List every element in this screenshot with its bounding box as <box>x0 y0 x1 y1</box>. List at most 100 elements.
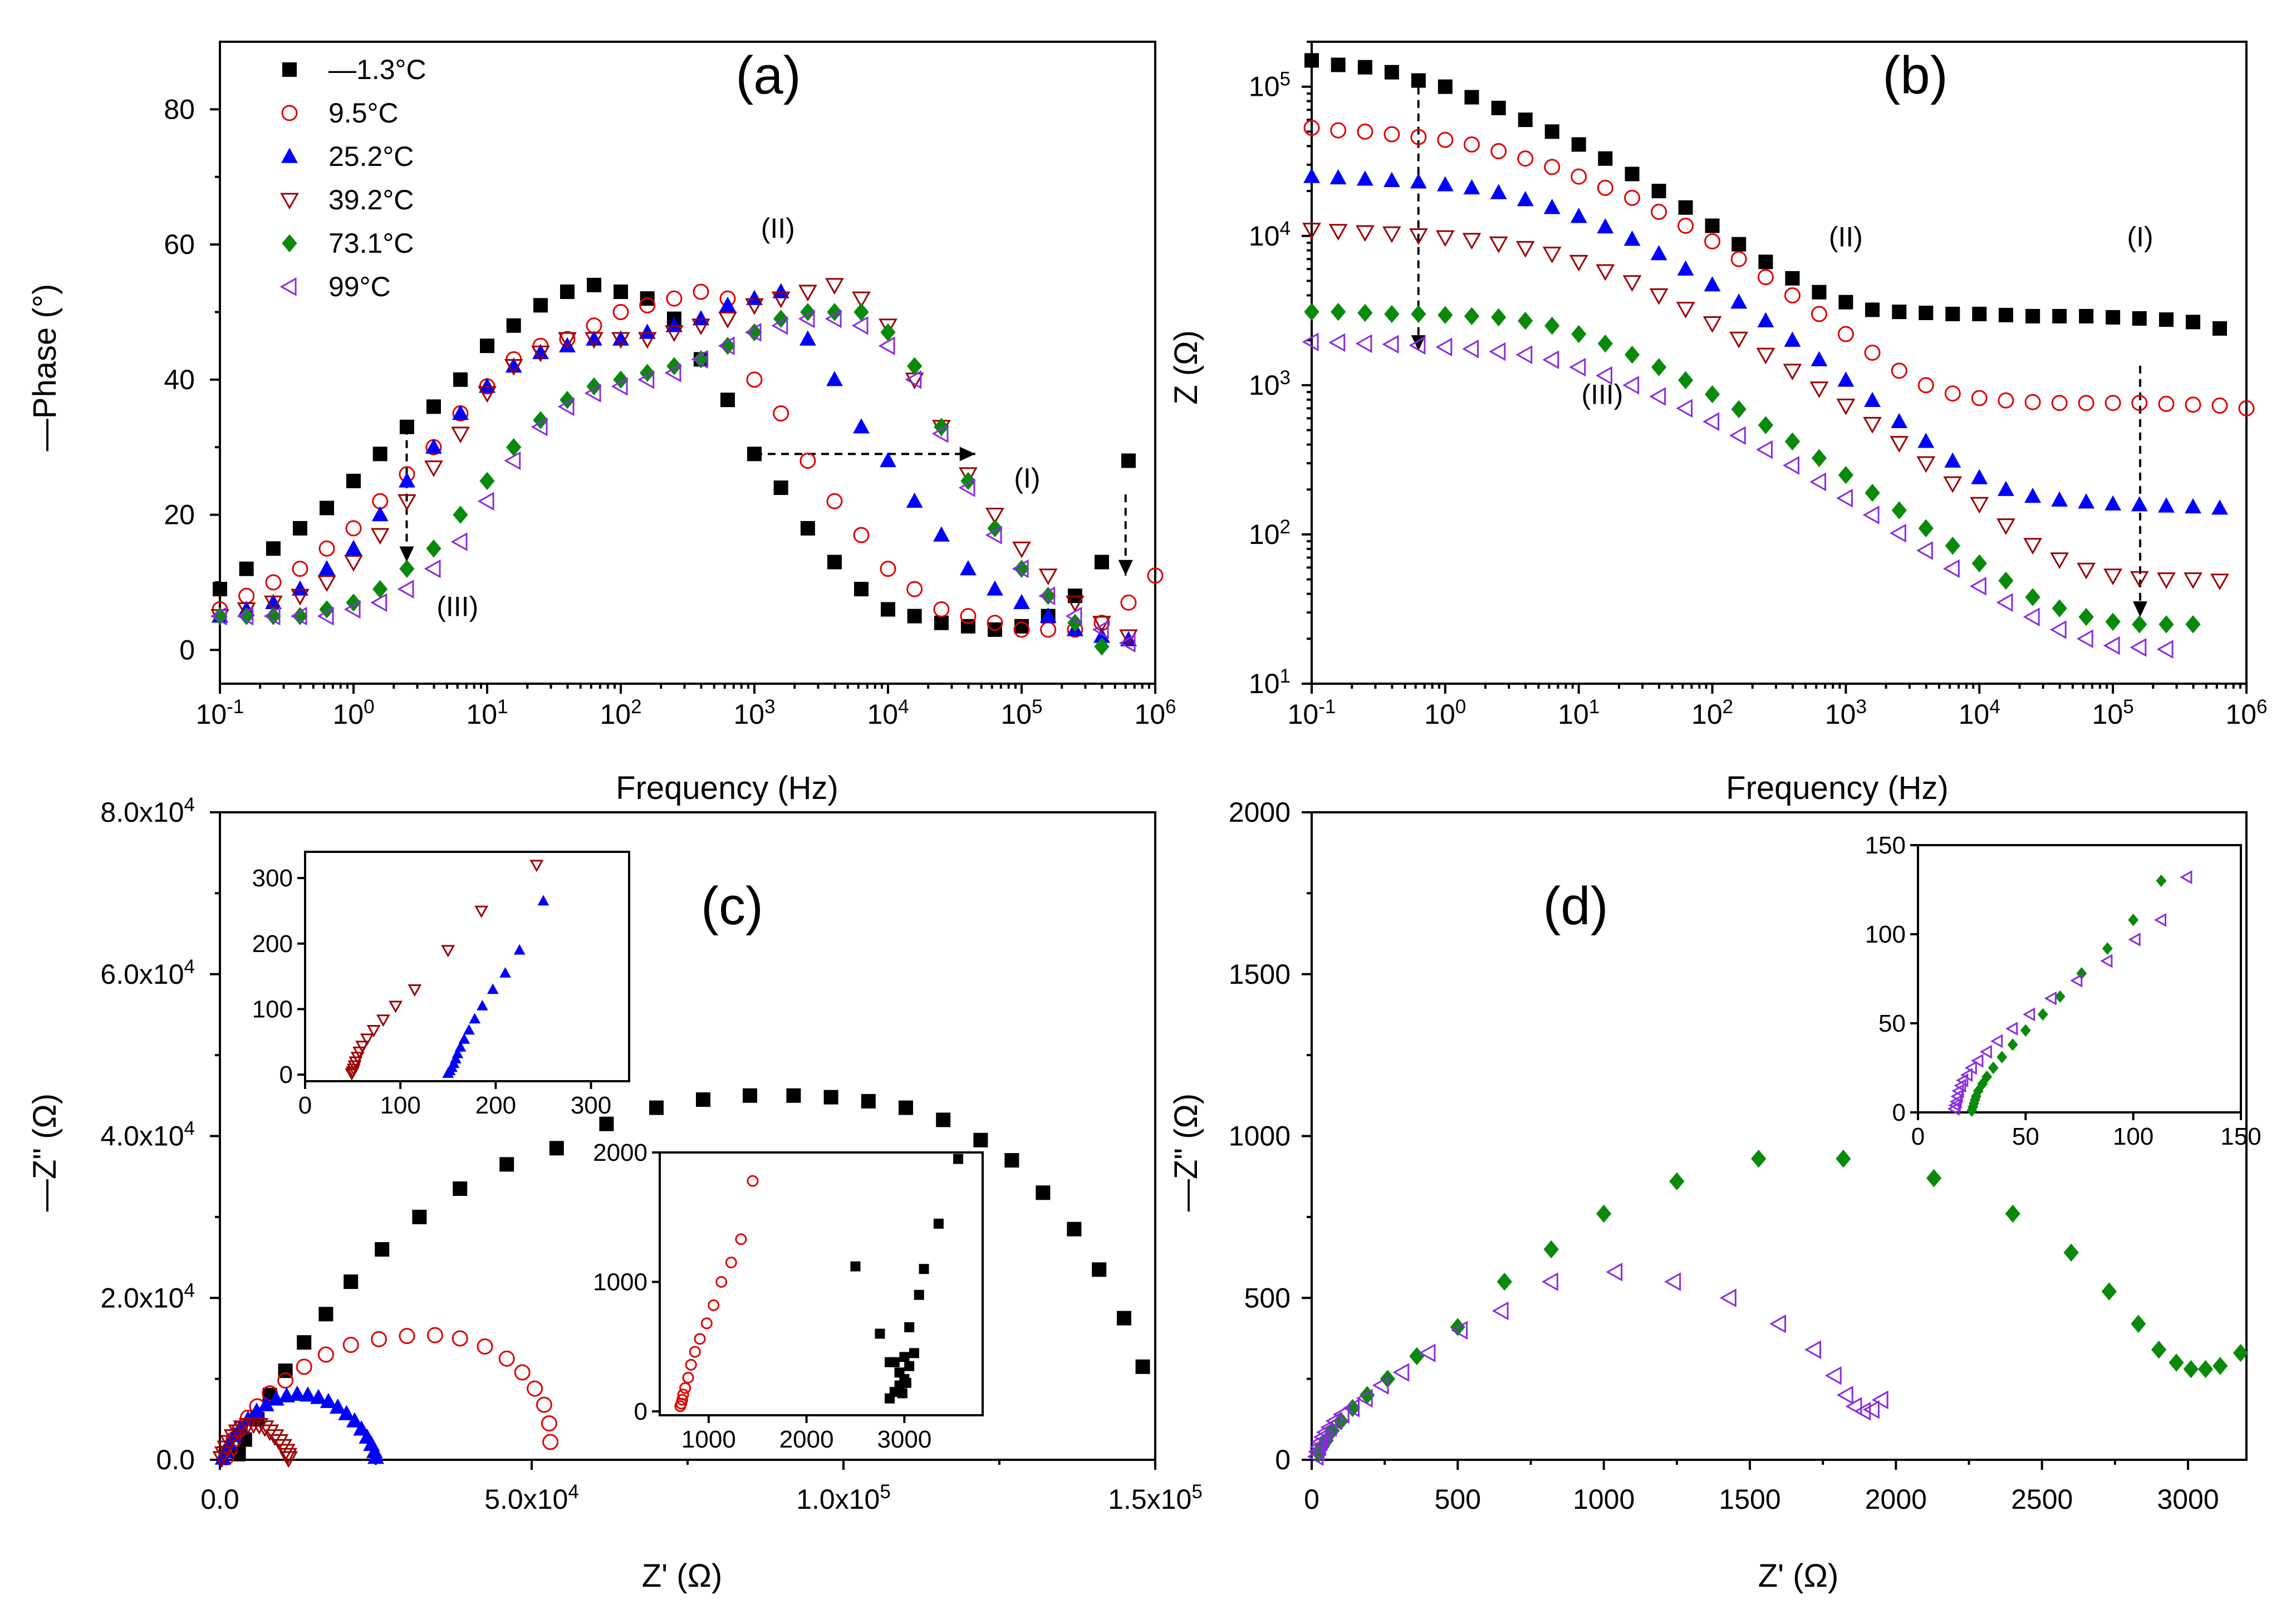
panel-c-point-s2-13 <box>320 1392 337 1409</box>
panel-b-point-s3-18 <box>1783 364 1802 381</box>
panel-d-point-s0-5 <box>1345 1399 1361 1417</box>
panel-b-point-s1-9 <box>1544 159 1561 175</box>
inset-d1-point-s0-13 <box>2054 990 2066 1003</box>
panel-b-point-s5-22 <box>1889 523 1906 543</box>
panel-d-point-s1-16 <box>1541 1272 1558 1292</box>
panel-b-point-s5-14 <box>1676 399 1693 418</box>
panel-b-plot-frame <box>1311 41 2248 685</box>
panel-a-point-s0-34 <box>1121 453 1136 468</box>
panel-a-point-s4-1 <box>239 607 254 625</box>
panel-b-point-s0-22 <box>1892 305 1907 320</box>
panel-a-point-s1-2 <box>265 574 282 591</box>
inset-c2-point-s0-7 <box>689 1346 701 1358</box>
panel-b-point-s2-13 <box>1650 245 1667 261</box>
panel-b-series-3 <box>1302 223 2229 591</box>
panel-a-point-s0-7 <box>399 419 414 434</box>
panel-a-point-s4-33 <box>1094 637 1110 656</box>
inset-d1-point-s0-17 <box>2156 874 2167 887</box>
panel-b-point-s2-18 <box>1784 331 1801 347</box>
panel-c-point-s2-10 <box>288 1385 306 1401</box>
panel-a-point-s0-4 <box>320 501 335 516</box>
panel-c-point-s0-27 <box>1117 1311 1131 1326</box>
panel-d-point-s1-2 <box>1309 1437 1326 1456</box>
panel-b-point-s4-17 <box>1758 416 1774 434</box>
panel-a-point-s3-18 <box>691 318 710 336</box>
panel-b-annotation-1: (I) <box>2127 222 2153 253</box>
panel-b-point-s5-16 <box>1729 426 1746 445</box>
panel-a-point-s4-18 <box>693 350 709 369</box>
panel-d-point-s1-15 <box>1492 1301 1509 1321</box>
panel-d-point-s1-6 <box>1320 1417 1337 1437</box>
panel-a-annotation-0: (II) <box>761 213 795 244</box>
panel-a-point-s0-9 <box>453 372 468 387</box>
panel-a-ylabel: —Phase (°) <box>27 284 63 451</box>
panel-b-point-s4-13 <box>1651 358 1667 376</box>
inset-c2-series-0 <box>674 1175 759 1412</box>
panel-a-point-s1-17 <box>666 290 683 307</box>
inset-d1-ytick-label-0: 0 <box>1892 1099 1906 1126</box>
panel-c-point-s3-6 <box>233 1420 252 1438</box>
inset-d1-point-s0-6 <box>1977 1077 1988 1091</box>
panel-b-point-s4-11 <box>1597 334 1613 353</box>
legend-marker-shape-3 <box>280 193 299 210</box>
panel-d-inset-d1: 0 50 100 150 0 50 100 150 <box>1865 832 2261 1150</box>
inset-d1-point-s0-5 <box>1973 1085 1984 1097</box>
panel-b-point-s3-10 <box>1569 254 1588 272</box>
inset-c1-ytick-label-3: 300 <box>252 865 293 892</box>
panel-a-point-s0-22 <box>800 521 815 536</box>
panel-b-point-s5-26 <box>1996 593 2013 612</box>
panel-b-point-s4-25 <box>1971 554 1987 573</box>
panel-a-point-s5-4 <box>317 606 334 626</box>
panel-a-point-s5-16 <box>637 370 655 389</box>
panel-c-ytick-label-1: 2.0x104 <box>100 1279 195 1314</box>
panel-b-point-s1-2 <box>1357 123 1373 140</box>
panel-a-point-s2-3 <box>292 580 308 596</box>
panel-b-point-s0-2 <box>1357 60 1372 75</box>
panel-d-point-s0-25 <box>2212 1357 2228 1375</box>
panel-a-point-s5-5 <box>344 600 361 619</box>
panel-a-point-s2-21 <box>772 283 789 298</box>
legend-label-4: 73.1°C <box>328 228 414 259</box>
panel-b-point-s1-1 <box>1330 122 1347 139</box>
panel-c-point-s2-16 <box>346 1412 363 1428</box>
panel-b-point-s5-13 <box>1649 387 1666 406</box>
panel-b-point-s2-33 <box>2185 498 2201 514</box>
inset-c2-point-s0-3 <box>677 1389 689 1401</box>
inset-c1-series-0 <box>345 860 544 1081</box>
panel-c-point-s0-25 <box>1067 1222 1082 1237</box>
panel-c-point-s3-11 <box>260 1424 279 1441</box>
panel-a-point-s3-7 <box>398 494 416 511</box>
inset-c2-point-s1-8 <box>909 1348 919 1358</box>
panel-d-point-s1-24 <box>1845 1397 1862 1416</box>
inset-c2-point-s0-12 <box>725 1257 737 1269</box>
inset-c2-point-s1-5 <box>904 1361 915 1371</box>
panel-a-point-s3-32 <box>1066 595 1085 612</box>
panel-b-point-s0-14 <box>1678 200 1693 215</box>
panel-d-ytick-label-2: 1000 <box>1229 1121 1291 1152</box>
panel-a-point-s4-20 <box>747 323 762 342</box>
panel-c-point-s2-1 <box>217 1443 234 1459</box>
panel-d-point-s1-19 <box>1719 1288 1736 1308</box>
inset-d1-series-0 <box>1966 874 2167 1117</box>
panel-a-point-s4-0 <box>212 607 228 625</box>
panel-b-point-s5-19 <box>1809 472 1827 492</box>
panel-b-point-s0-15 <box>1705 218 1720 233</box>
panel-b-point-s1-8 <box>1517 150 1534 167</box>
panel-a-point-s5-0 <box>210 606 227 626</box>
legend-marker-0 <box>282 62 297 77</box>
panel-a-point-s2-30 <box>1013 593 1030 610</box>
panel-b-point-s0-18 <box>1785 271 1800 286</box>
panel-c-point-s0-16 <box>743 1088 757 1103</box>
inset-c1-point-s1-14 <box>537 895 550 906</box>
panel-a-point-s0-15 <box>614 284 628 300</box>
panel-b-point-s3-24 <box>1943 476 1963 493</box>
panel-b-point-s4-32 <box>2158 615 2174 634</box>
panel-b-point-s2-26 <box>1997 480 2014 496</box>
panel-c-point-s0-21 <box>936 1112 951 1127</box>
panel-b-point-s1-21 <box>1864 345 1881 361</box>
panel-a-point-s2-4 <box>318 560 335 576</box>
panel-b-point-s3-6 <box>1462 233 1481 250</box>
legend-entry-4: 73.1°C <box>282 228 414 259</box>
panel-b-point-s0-24 <box>1945 306 1960 321</box>
panel-b-point-s2-2 <box>1356 170 1373 186</box>
